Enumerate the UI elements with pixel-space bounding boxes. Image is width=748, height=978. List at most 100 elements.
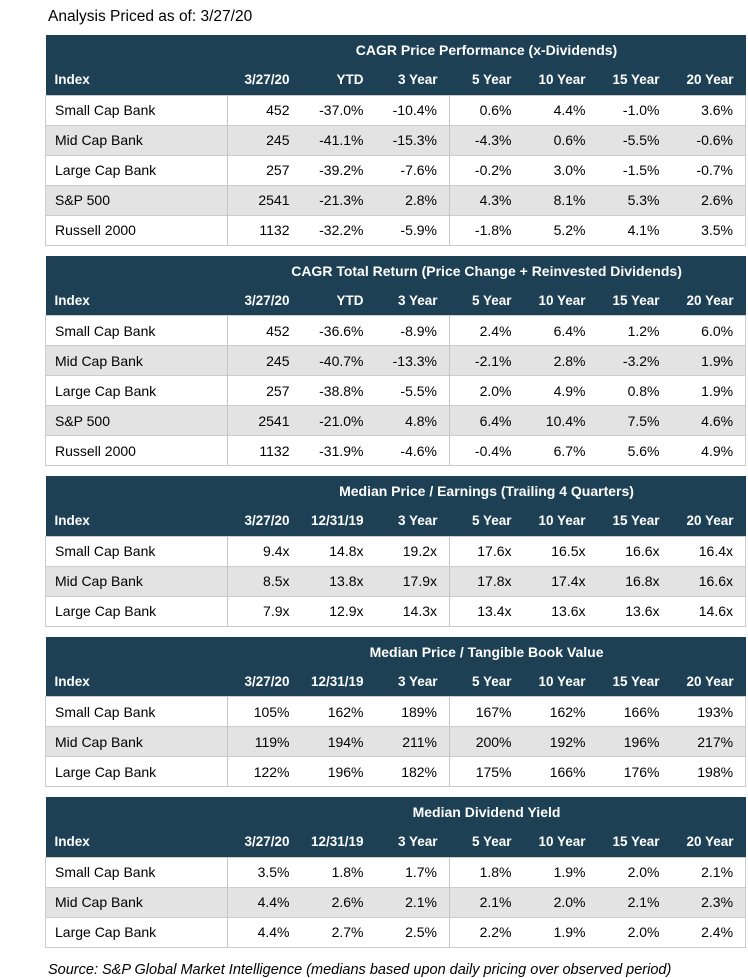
column-header: 3/27/20 [227, 666, 302, 697]
value-cell: 245 [227, 345, 302, 376]
column-header: 12/31/19 [301, 827, 376, 857]
value-cell: -3.2% [597, 345, 672, 376]
index-cell: Small Cap Bank [45, 535, 228, 566]
value-cell: 245 [227, 124, 302, 155]
column-header-index: Index [45, 666, 228, 697]
column-header-row: Index 3/27/20 12/31/19 3 Year 5 Year 10 Year 1… [45, 827, 746, 857]
column-header-index: Index [45, 506, 228, 536]
table-row: Russell 2000 1132 -32.2% -5.9% -1.8% 5.2% 4.1%… [45, 214, 746, 246]
table-median-price-tangible-book-value: Median Price / Tangible Book Value Index 3… [45, 636, 747, 787]
table-row: Mid Cap Bank 119% 194% 211% 200% 192% 196% 217% [45, 726, 747, 757]
value-cell: 2.6% [671, 184, 746, 215]
table-title-row: CAGR Total Return (Price Change + Reinve… [45, 255, 746, 286]
value-cell: -31.9% [301, 435, 376, 466]
column-header: YTD [301, 285, 376, 316]
table-cagr-price-performance-x-dividends: CAGR Price Performance (x-Dividends) Inde… [45, 35, 746, 246]
table-title-row: Median Dividend Yield [45, 797, 746, 827]
column-header: 15 Year [597, 666, 672, 697]
index-cell: Mid Cap Bank [45, 726, 228, 757]
value-cell: 16.8x [597, 565, 672, 596]
column-header: 20 Year [671, 827, 746, 857]
index-cell: Mid Cap Bank [45, 124, 228, 155]
value-cell: 162% [523, 696, 598, 727]
value-cell: 211% [375, 726, 450, 757]
index-cell: Mid Cap Bank [45, 886, 228, 917]
column-header: 3 Year [375, 827, 450, 857]
value-cell: -1.5% [597, 154, 672, 185]
table-title-row: Median Price / Earnings (Trailing 4 Quar… [45, 476, 746, 506]
index-cell: Russell 2000 [45, 214, 228, 246]
column-header: YTD [301, 65, 376, 95]
column-header: 12/31/19 [301, 506, 376, 536]
value-cell: 198% [671, 756, 747, 787]
index-cell: Large Cap Bank [45, 595, 228, 627]
column-header-row: Index 3/27/20 YTD 3 Year 5 Year 10 Year 15 Yea… [45, 285, 746, 316]
value-cell: 1.9% [671, 345, 747, 376]
table-row: Mid Cap Bank 245 -40.7% -13.3% -2.1% 2.8% -3.2… [45, 345, 747, 376]
table-row: Mid Cap Bank 245 -41.1% -15.3% -4.3% 0.6% -5.5… [45, 124, 746, 155]
column-header-index: Index [45, 827, 228, 857]
value-cell: 10.4% [523, 405, 598, 436]
value-cell: 1.9% [671, 375, 747, 406]
column-header: 5 Year [449, 506, 524, 536]
column-header: 10 Year [523, 827, 598, 857]
value-cell: 6.4% [523, 315, 598, 346]
index-cell: Large Cap Bank [45, 916, 228, 948]
index-cell: Large Cap Bank [45, 154, 228, 185]
column-header: 15 Year [597, 65, 672, 95]
value-cell: -38.8% [301, 375, 376, 406]
value-cell: 4.9% [671, 435, 747, 466]
value-cell: 6.4% [449, 405, 524, 436]
value-cell: 6.0% [671, 315, 747, 346]
column-header: 15 Year [597, 506, 672, 536]
column-header: 12/31/19 [301, 666, 376, 697]
value-cell: 162% [301, 696, 376, 727]
table-title-row: CAGR Price Performance (x-Dividends) [45, 35, 746, 65]
table-row: Large Cap Bank 122% 196% 182% 175% 166% 176% 19… [45, 756, 747, 787]
column-header: 5 Year [449, 65, 524, 95]
value-cell: 2.3% [671, 886, 747, 917]
column-header: 10 Year [523, 285, 598, 316]
value-cell: 196% [301, 756, 376, 787]
value-cell: 2541 [227, 184, 302, 215]
value-cell: 9.4x [227, 535, 302, 566]
value-cell: 16.6x [671, 565, 746, 596]
column-header: 15 Year [597, 285, 672, 316]
column-header: 3/27/20 [227, 506, 302, 536]
table-median-price-earnings-trailing-4-quarters: Median Price / Earnings (Trailing 4 Quar… [45, 476, 746, 627]
value-cell: 452 [227, 94, 302, 125]
index-cell: Small Cap Bank [45, 94, 228, 125]
column-header-index: Index [45, 65, 228, 95]
index-cell: Mid Cap Bank [45, 345, 228, 376]
value-cell: 105% [227, 696, 302, 727]
value-cell: 4.6% [671, 405, 747, 436]
value-cell: -0.4% [449, 435, 524, 466]
value-cell: -5.5% [375, 375, 450, 406]
value-cell: -15.3% [375, 124, 450, 155]
value-cell: -4.3% [449, 124, 524, 155]
value-cell: 257 [227, 375, 302, 406]
value-cell: 5.3% [597, 184, 672, 215]
column-header-index: Index [45, 285, 228, 316]
value-cell: -21.3% [301, 184, 376, 215]
value-cell: 16.5x [523, 535, 598, 566]
value-cell: 16.6x [597, 535, 672, 566]
table-title: Median Dividend Yield [227, 797, 746, 827]
value-cell: 4.3% [449, 184, 524, 215]
value-cell: 2.7% [301, 916, 376, 948]
table-cagr-total-return-price-change-reinvested-dividends: CAGR Total Return (Price Change + Reinve… [45, 255, 747, 466]
value-cell: 17.9x [375, 565, 450, 596]
value-cell: -0.7% [671, 154, 746, 185]
value-cell: 196% [597, 726, 672, 757]
value-cell: 1.7% [375, 856, 450, 887]
column-header: 3 Year [375, 506, 450, 536]
value-cell: 2.4% [671, 916, 747, 948]
value-cell: 2.2% [449, 916, 524, 948]
value-cell: -21.0% [301, 405, 376, 436]
value-cell: -40.7% [301, 345, 376, 376]
table-row: Small Cap Bank 452 -37.0% -10.4% 0.6% 4.4% -1.… [45, 94, 746, 125]
value-cell: -5.9% [375, 214, 450, 246]
table-row: Large Cap Bank 7.9x 12.9x 14.3x 13.4x 13.6x 13… [45, 595, 746, 627]
value-cell: 2.0% [597, 856, 672, 887]
index-cell: Large Cap Bank [45, 756, 228, 787]
